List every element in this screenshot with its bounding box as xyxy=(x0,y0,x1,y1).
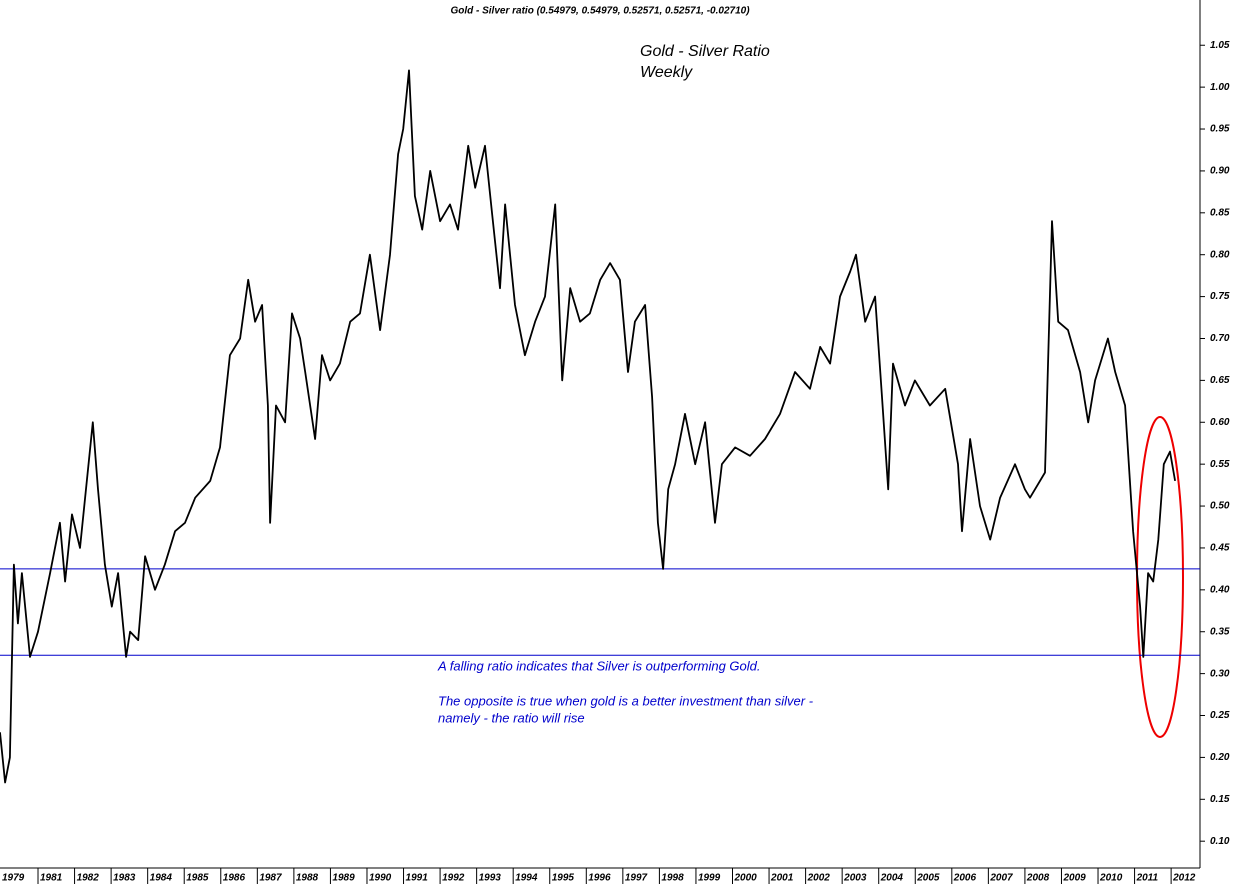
x-tick-label: 2007 xyxy=(989,873,1013,884)
x-tick-label: 2001 xyxy=(770,873,794,884)
x-tick-label: 2002 xyxy=(807,873,831,884)
y-tick-label: 0.40 xyxy=(1210,584,1230,595)
x-tick-label: 1990 xyxy=(369,873,392,884)
y-tick-label: 0.25 xyxy=(1210,710,1230,721)
x-tick-label: 1985 xyxy=(186,873,209,884)
x-tick-label: 2009 xyxy=(1062,873,1086,884)
x-tick-label: 2011 xyxy=(1136,873,1159,884)
y-tick-label: 0.45 xyxy=(1210,543,1230,554)
x-tick-label: 1982 xyxy=(77,873,100,884)
y-tick-label: 0.20 xyxy=(1210,752,1230,763)
y-tick-label: 0.85 xyxy=(1210,207,1230,218)
x-tick-label: 2012 xyxy=(1172,873,1196,884)
annotation: namely - the ratio will rise xyxy=(438,710,585,725)
annotation: A falling ratio indicates that Silver is… xyxy=(437,658,761,673)
y-tick-label: 1.00 xyxy=(1210,82,1230,93)
x-tick-label: 1983 xyxy=(113,873,136,884)
ratio-line xyxy=(0,69,1176,784)
x-tick-label: 1999 xyxy=(698,873,721,884)
y-tick-label: 0.65 xyxy=(1210,375,1230,386)
x-tick-label: 1986 xyxy=(223,873,246,884)
y-tick-label: 0.75 xyxy=(1210,291,1230,302)
annotation: Weekly xyxy=(640,64,693,81)
x-tick-label: 1994 xyxy=(515,873,538,884)
y-tick-label: 0.95 xyxy=(1210,124,1230,135)
y-tick-label: 0.15 xyxy=(1210,794,1230,805)
x-tick-label: 1996 xyxy=(588,873,611,884)
x-tick-label: 1998 xyxy=(661,873,684,884)
x-tick-label: 1988 xyxy=(296,873,319,884)
y-tick-label: 0.55 xyxy=(1210,459,1230,470)
x-tick-label: 2006 xyxy=(953,873,977,884)
x-tick-label: 1997 xyxy=(625,873,648,884)
x-tick-label: 1989 xyxy=(332,873,355,884)
y-tick-label: 0.80 xyxy=(1210,249,1230,260)
y-tick-label: 0.35 xyxy=(1210,626,1230,637)
y-tick-label: 0.70 xyxy=(1210,333,1230,344)
x-tick-label: 1987 xyxy=(259,873,282,884)
y-tick-label: 1.05 xyxy=(1210,40,1230,51)
x-tick-label: 1979 xyxy=(2,873,25,884)
x-tick-label: 1995 xyxy=(552,873,575,884)
x-tick-label: 1991 xyxy=(406,873,429,884)
x-tick-label: 2004 xyxy=(880,873,904,884)
x-tick-label: 2005 xyxy=(916,873,940,884)
y-tick-label: 0.60 xyxy=(1210,417,1230,428)
chart-title: Gold - Silver ratio (0.54979, 0.54979, 0… xyxy=(450,6,750,17)
annotation: The opposite is true when gold is a bett… xyxy=(438,693,814,708)
y-tick-label: 0.10 xyxy=(1210,836,1230,847)
x-tick-label: 1992 xyxy=(442,873,465,884)
x-tick-label: 2010 xyxy=(1099,873,1123,884)
annotation: Gold - Silver Ratio xyxy=(640,43,770,60)
x-tick-label: 1984 xyxy=(150,873,173,884)
y-tick-label: 0.90 xyxy=(1210,166,1230,177)
x-tick-label: 1981 xyxy=(40,873,63,884)
x-tick-label: 1993 xyxy=(479,873,502,884)
x-tick-label: 2008 xyxy=(1026,873,1050,884)
y-tick-label: 0.50 xyxy=(1210,501,1230,512)
x-tick-label: 2003 xyxy=(843,873,867,884)
x-tick-label: 2000 xyxy=(734,873,758,884)
y-tick-label: 0.30 xyxy=(1210,668,1230,679)
